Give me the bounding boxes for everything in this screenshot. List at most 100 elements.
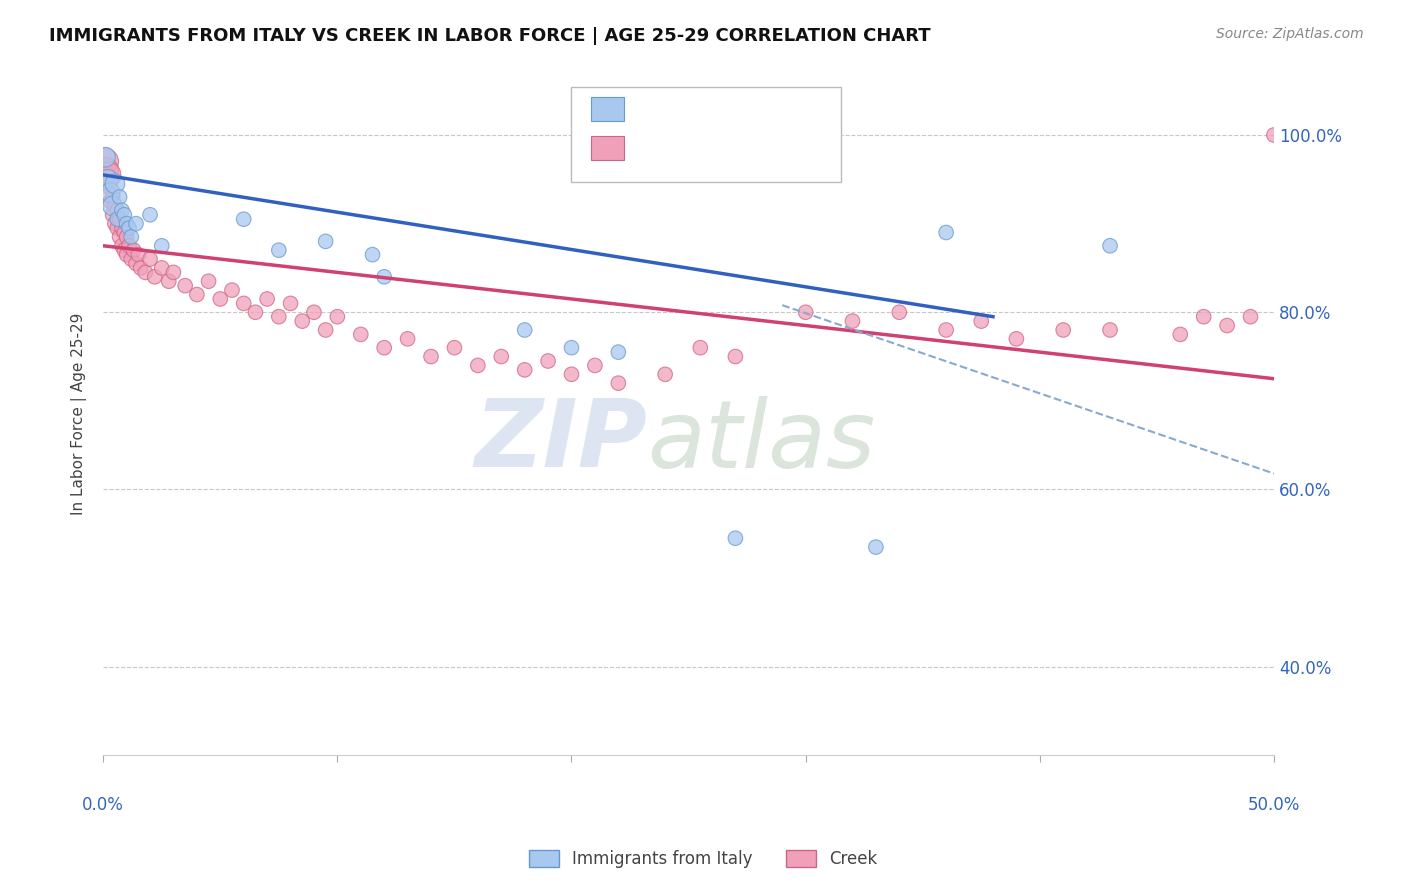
Point bbox=[129, 260, 152, 275]
Point bbox=[1052, 323, 1074, 337]
Point bbox=[97, 168, 120, 182]
Legend: Immigrants from Italy, Creek: Immigrants from Italy, Creek bbox=[522, 843, 884, 875]
Point bbox=[513, 323, 536, 337]
Point bbox=[186, 287, 208, 301]
Point bbox=[120, 252, 142, 266]
Point bbox=[315, 235, 337, 249]
FancyBboxPatch shape bbox=[592, 136, 624, 160]
Point bbox=[139, 208, 162, 222]
Point bbox=[232, 212, 254, 227]
Point bbox=[537, 354, 560, 368]
Point bbox=[115, 247, 138, 261]
Point bbox=[105, 221, 128, 235]
Point bbox=[101, 208, 124, 222]
Point bbox=[101, 199, 124, 213]
Point bbox=[467, 359, 489, 373]
Point bbox=[302, 305, 325, 319]
Text: atlas: atlas bbox=[648, 396, 876, 487]
Point bbox=[315, 323, 337, 337]
Point bbox=[267, 244, 290, 258]
Point bbox=[1168, 327, 1191, 342]
Point bbox=[245, 305, 267, 319]
Point bbox=[1098, 323, 1121, 337]
Point bbox=[491, 350, 513, 364]
Point bbox=[143, 269, 166, 284]
Point bbox=[108, 190, 131, 204]
Point bbox=[122, 244, 145, 258]
Point bbox=[115, 217, 138, 231]
Point bbox=[396, 332, 419, 346]
Point bbox=[513, 363, 536, 377]
Point bbox=[724, 531, 747, 545]
Point bbox=[98, 181, 121, 195]
Point bbox=[157, 274, 180, 288]
Point bbox=[94, 150, 117, 164]
Point bbox=[127, 247, 149, 261]
Point bbox=[607, 345, 630, 359]
Point bbox=[105, 212, 128, 227]
Point bbox=[97, 177, 120, 191]
Point bbox=[1005, 332, 1028, 346]
Point bbox=[118, 239, 141, 253]
Point bbox=[361, 247, 384, 261]
Point bbox=[105, 203, 128, 218]
Point bbox=[209, 292, 232, 306]
Point bbox=[118, 221, 141, 235]
Point bbox=[1263, 128, 1285, 142]
Point bbox=[724, 350, 747, 364]
Point bbox=[111, 239, 134, 253]
Point bbox=[162, 265, 184, 279]
Point bbox=[104, 217, 127, 231]
Point bbox=[112, 244, 135, 258]
Point bbox=[104, 199, 127, 213]
Point bbox=[443, 341, 465, 355]
Y-axis label: In Labor Force | Age 25-29: In Labor Force | Age 25-29 bbox=[72, 313, 87, 516]
Point bbox=[197, 274, 219, 288]
Point bbox=[108, 212, 131, 227]
Point bbox=[373, 269, 395, 284]
Text: ZIP: ZIP bbox=[475, 395, 648, 487]
Point bbox=[373, 341, 395, 355]
Point bbox=[935, 226, 957, 240]
Point bbox=[150, 260, 173, 275]
Point bbox=[1216, 318, 1239, 333]
Point bbox=[150, 239, 173, 253]
Point bbox=[560, 341, 582, 355]
Point bbox=[139, 252, 162, 266]
Point bbox=[970, 314, 993, 328]
Point bbox=[326, 310, 349, 324]
Point bbox=[560, 368, 582, 382]
Point bbox=[111, 221, 134, 235]
Point bbox=[101, 190, 124, 204]
Point bbox=[256, 292, 278, 306]
Text: 50.0%: 50.0% bbox=[1247, 797, 1301, 814]
Point bbox=[1239, 310, 1261, 324]
Point bbox=[98, 194, 121, 209]
Point bbox=[98, 186, 121, 200]
Point bbox=[125, 256, 148, 270]
Point bbox=[221, 283, 243, 297]
Point bbox=[654, 368, 676, 382]
FancyBboxPatch shape bbox=[592, 97, 624, 121]
Point bbox=[125, 217, 148, 231]
Point bbox=[841, 314, 863, 328]
Point bbox=[108, 230, 131, 244]
Point bbox=[291, 314, 314, 328]
Point bbox=[865, 540, 887, 554]
Point bbox=[112, 208, 135, 222]
Point bbox=[120, 230, 142, 244]
Point bbox=[689, 341, 711, 355]
Point bbox=[1098, 239, 1121, 253]
Point bbox=[420, 350, 443, 364]
Point bbox=[280, 296, 302, 310]
Text: R = -0.283   N = 27: R = -0.283 N = 27 bbox=[638, 100, 815, 118]
Point bbox=[134, 265, 156, 279]
Text: 0.0%: 0.0% bbox=[83, 797, 124, 814]
Point bbox=[267, 310, 290, 324]
Point bbox=[232, 296, 254, 310]
Point bbox=[935, 323, 957, 337]
Point bbox=[94, 154, 117, 169]
Point bbox=[583, 359, 606, 373]
Point bbox=[115, 230, 138, 244]
Point bbox=[889, 305, 911, 319]
